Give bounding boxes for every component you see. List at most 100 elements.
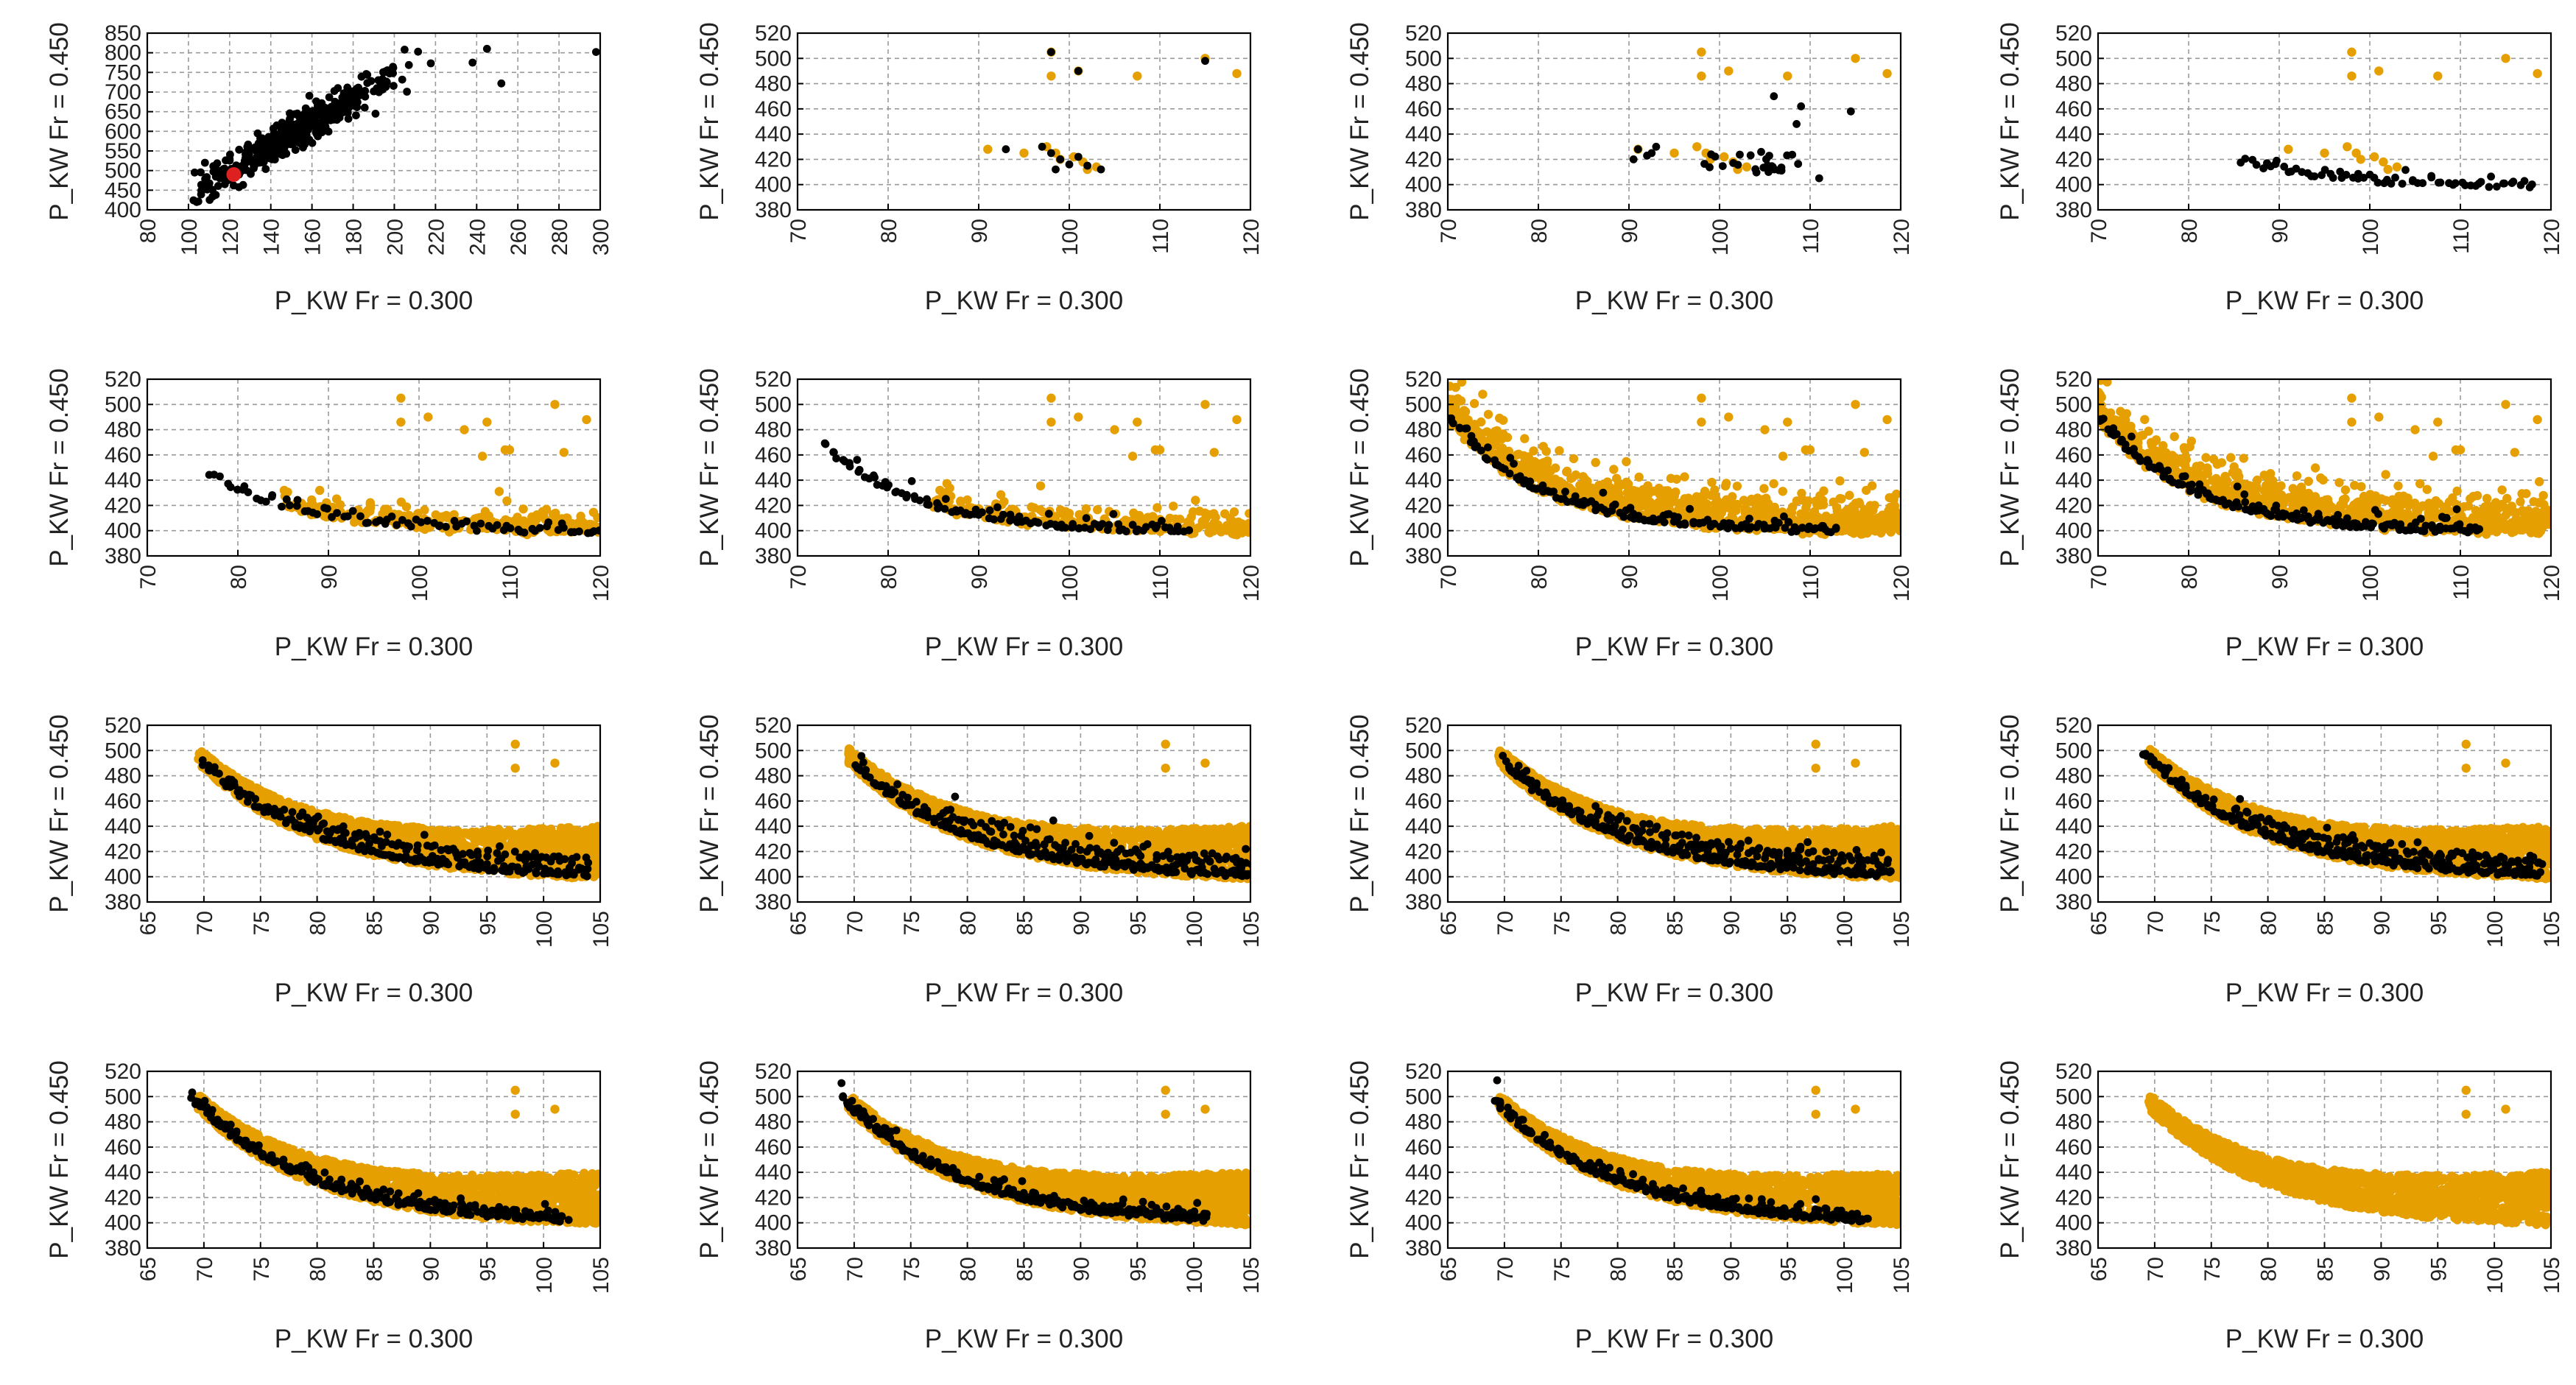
y-tick-label: 400: [755, 519, 792, 543]
archive-point: [1051, 512, 1060, 521]
current-point: [1777, 163, 1786, 172]
x-tick-label: 80: [1527, 219, 1552, 243]
archive-point: [2493, 515, 2502, 524]
x-tick-label: 80: [2178, 565, 2202, 589]
current-point: [1074, 152, 1083, 161]
current-point: [198, 184, 207, 193]
x-tick-label: 90: [968, 219, 992, 243]
y-tick-label: 440: [2055, 122, 2092, 147]
archive-point: [2387, 495, 2397, 504]
archive-point: [2532, 528, 2541, 538]
current-point: [1082, 514, 1091, 523]
archive-point: [1204, 510, 1214, 520]
archive-point: [1886, 527, 1896, 537]
x-tick-label: 80: [877, 219, 901, 243]
current-point: [1074, 524, 1083, 533]
current-point: [2159, 473, 2168, 481]
current-point: [2487, 172, 2496, 181]
archive-point: [2509, 522, 2519, 532]
archive-point: [1516, 462, 1526, 471]
current-point: [197, 168, 205, 177]
current-point: [393, 521, 401, 529]
archive-point: [1030, 503, 1039, 512]
archive-point: [1562, 467, 1572, 477]
archive-point: [548, 510, 558, 519]
y-tick-label: 480: [2055, 72, 2092, 96]
current-point: [1158, 517, 1166, 525]
current-point: [1034, 518, 1043, 527]
archive-point: [1882, 68, 1892, 79]
x-tick-label: 110: [1149, 219, 1173, 254]
current-point: [282, 495, 291, 504]
current-point: [1185, 526, 1194, 535]
current-point: [211, 191, 220, 200]
x-axis-label: P_KW Fr = 0.300: [2225, 632, 2424, 661]
archive-point: [1672, 474, 1681, 484]
current-point: [2334, 510, 2343, 519]
x-tick-label: 70: [786, 565, 811, 589]
archive-point: [1483, 409, 1493, 419]
archive-point: [1691, 504, 1701, 514]
current-point: [2373, 178, 2382, 187]
archive-point: [2374, 412, 2384, 422]
current-point: [993, 503, 1002, 512]
y-tick-label: 520: [2055, 21, 2092, 46]
y-tick-label: 500: [2055, 392, 2092, 417]
y-tick-label: 440: [1405, 122, 1442, 147]
archive-point: [1709, 511, 1720, 521]
archive-point: [315, 485, 325, 496]
archive-point: [494, 487, 504, 496]
archive-point: [2374, 66, 2384, 76]
x-tick-label: 100: [2359, 219, 2383, 255]
archive-point: [2186, 467, 2196, 476]
y-tick-label: 380: [2055, 198, 2092, 222]
x-tick-label: 140: [260, 219, 284, 255]
current-point: [338, 93, 347, 102]
archive-point: [2393, 481, 2403, 491]
y-tick-label: 520: [2055, 367, 2092, 392]
y-tick-label: 420: [1405, 493, 1442, 518]
current-point: [352, 111, 360, 120]
current-point: [990, 515, 998, 524]
archive-point: [2140, 415, 2150, 424]
archive-point: [1859, 448, 1869, 457]
archive-point: [1567, 473, 1577, 483]
archive-point: [1860, 522, 1870, 532]
panel-1: 80 100 120 140 160 180 200 220 240 260 280 30040045…: [45, 21, 613, 315]
archive-point: [1150, 445, 1161, 455]
current-point: [1484, 443, 1492, 451]
archive-point: [1842, 505, 1852, 515]
archive-point: [1731, 506, 1741, 515]
current-point: [1068, 524, 1076, 532]
y-tick-label: 600: [105, 119, 141, 144]
current-point: [1729, 159, 1738, 167]
y-tick-label: 460: [755, 97, 792, 121]
archive-point: [1175, 515, 1185, 524]
archive-point: [2422, 484, 2432, 494]
archive-point: [2381, 470, 2390, 479]
current-point: [404, 60, 413, 69]
x-tick-label: 110: [499, 565, 523, 600]
y-axis-label: P_KW Fr = 0.450: [1996, 368, 2024, 566]
y-tick-label: 520: [1405, 367, 1442, 392]
archive-point: [2272, 490, 2282, 500]
x-tick-label: 160: [301, 219, 325, 255]
current-point: [1797, 102, 1806, 110]
archive-point: [1802, 500, 1812, 510]
current-point: [1006, 510, 1015, 519]
y-axis-label: P_KW Fr = 0.450: [695, 22, 724, 220]
current-point: [855, 465, 864, 474]
archive-point: [2404, 501, 2413, 510]
current-point: [902, 490, 911, 499]
archive-point: [1714, 499, 1724, 510]
current-point: [1626, 504, 1635, 512]
x-tick-label: 80: [227, 565, 251, 589]
points: [2098, 379, 2551, 539]
archive-point: [1698, 492, 1708, 502]
archive-point: [1855, 510, 1865, 520]
current-point: [2509, 177, 2518, 186]
current-point: [592, 48, 600, 56]
archive-point: [2471, 506, 2480, 515]
current-point: [235, 183, 243, 191]
x-tick-label: 70: [136, 565, 161, 589]
